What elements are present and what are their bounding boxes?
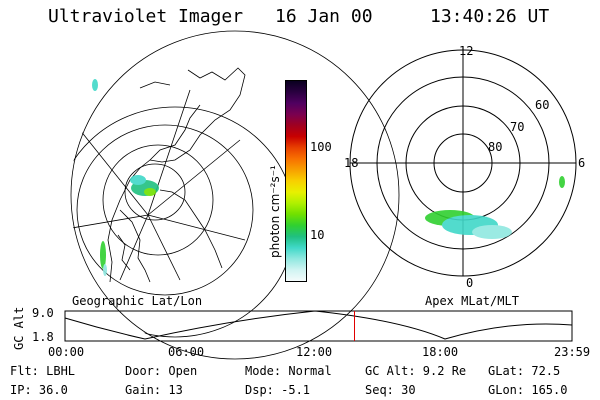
mlt-label-6: 6	[578, 156, 586, 170]
right-panel-caption: Apex MLat/MLT	[425, 294, 519, 308]
globe-limb	[70, 30, 400, 360]
mlt-label-18: 18	[344, 156, 359, 170]
timeline-tick: 18:00	[422, 345, 459, 359]
coastline	[107, 67, 246, 283]
timeline-ymin: 1.8	[32, 330, 54, 344]
timeline-ylabel: GC Alt	[12, 306, 26, 350]
info-glon: GLon: 165.0	[488, 383, 568, 397]
timeline-tick: 00:00	[48, 345, 85, 359]
info-gain: Gain: 13	[125, 383, 183, 397]
header-time: 13:40:26 UT	[430, 6, 550, 27]
coastline	[149, 104, 201, 161]
coastline	[119, 209, 151, 283]
meridian	[119, 214, 149, 281]
meridian	[147, 89, 191, 216]
info-glat: GLat: 72.5	[488, 364, 561, 378]
aurora-right	[425, 176, 565, 239]
mlat-label-70: 70	[510, 120, 525, 134]
info-gcalt: GC Alt: 9.2 Re	[365, 364, 467, 378]
info-mode: Mode: Normal	[245, 364, 332, 378]
timeline-plot	[64, 310, 573, 342]
info-door: Door: Open	[125, 364, 198, 378]
info-dsp: Dsp: -5.1	[245, 383, 311, 397]
info-flt: Flt: LBHL	[10, 364, 76, 378]
colorbar-tick: 10	[310, 228, 325, 242]
timeline-tick: 23:59	[554, 345, 591, 359]
aurora-left	[92, 79, 159, 276]
coastline	[117, 234, 131, 271]
timeline-ymax: 9.0	[32, 306, 54, 320]
info-seq: Seq: 30	[365, 383, 416, 397]
colorbar-tick: 100	[310, 140, 332, 154]
coastline	[159, 189, 223, 269]
mlat-label-60: 60	[535, 98, 550, 112]
polar-plot	[349, 49, 577, 277]
colorbar-label: photon cm⁻²s⁻¹	[268, 165, 282, 258]
mlat-label-80: 80	[488, 140, 503, 154]
mlt-label-12: 12	[459, 44, 474, 58]
mlt-label-0: 0	[466, 276, 474, 290]
lat-circle	[102, 144, 214, 256]
lat-circle	[124, 163, 186, 221]
left-panel-caption: Geographic Lat/Lon	[72, 294, 203, 308]
timeline-tick: 12:00	[296, 345, 333, 359]
info-ip: IP: 36.0	[10, 383, 68, 397]
meridian	[79, 129, 149, 216]
colorbar	[285, 80, 307, 282]
lat-circle	[76, 124, 254, 296]
timeline-tick: 06:00	[168, 345, 205, 359]
header-date: 16 Jan 00	[275, 6, 373, 27]
meridian	[70, 214, 149, 231]
meridian	[147, 214, 246, 241]
current-time-marker	[353, 311, 355, 341]
header-title: Ultraviolet Imager	[48, 6, 244, 27]
coastline	[139, 81, 171, 89]
meridian	[147, 139, 241, 216]
meridian	[147, 214, 181, 281]
